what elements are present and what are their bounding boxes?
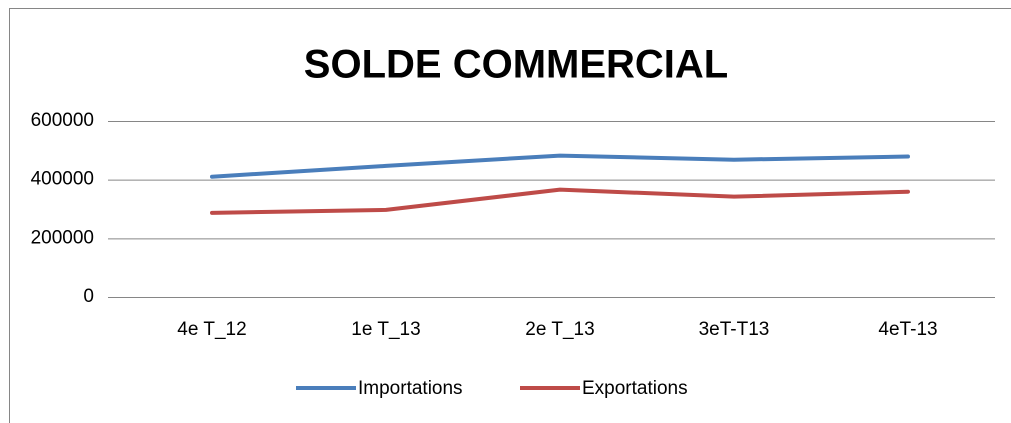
chart-frame	[9, 8, 1011, 423]
legend-label: Exportations	[582, 378, 688, 399]
y-tick-label: 0	[83, 286, 94, 307]
legend-label: Importations	[358, 378, 463, 399]
x-tick-label: 3eT-T13	[699, 319, 770, 340]
x-tick-label: 4e T_12	[177, 319, 246, 340]
y-tick-label: 200000	[31, 227, 94, 248]
chart-title: SOLDE COMMERCIAL	[304, 43, 728, 87]
x-tick-label: 2e T_13	[525, 319, 594, 340]
y-tick-label: 600000	[31, 110, 94, 131]
x-tick-label: 1e T_13	[351, 319, 420, 340]
series-line	[210, 153, 910, 179]
x-tick-label: 4eT-13	[878, 319, 937, 340]
y-tick-label: 400000	[31, 169, 94, 190]
series-line	[210, 187, 910, 215]
